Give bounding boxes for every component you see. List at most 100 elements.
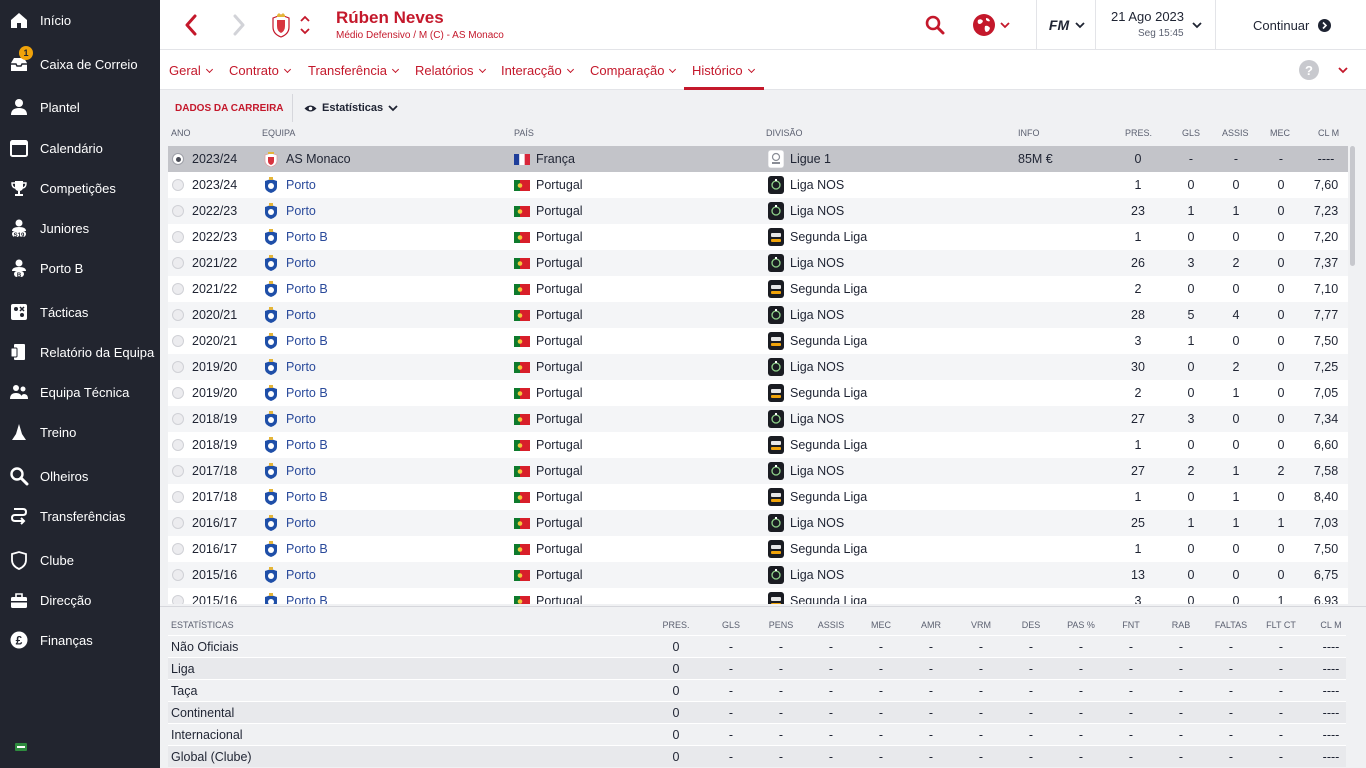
row-radio[interactable] xyxy=(172,387,184,399)
sidebar-item-11[interactable]: Treino xyxy=(0,416,160,448)
row-division[interactable]: Segunda Liga xyxy=(790,594,868,604)
row-division[interactable]: Liga NOS xyxy=(790,178,845,192)
stats-column-header[interactable]: PENS xyxy=(768,620,794,630)
row-team-link[interactable]: Porto xyxy=(286,568,316,582)
row-team-link[interactable]: Porto B xyxy=(286,438,328,452)
row-division[interactable]: Liga NOS xyxy=(790,568,845,582)
row-radio[interactable] xyxy=(172,231,184,243)
back-button[interactable] xyxy=(178,12,204,38)
row-division[interactable]: Segunda Liga xyxy=(790,334,868,348)
stats-column-header[interactable]: FNT xyxy=(1122,620,1140,630)
row-team-link[interactable]: Porto B xyxy=(286,542,328,556)
column-header-division[interactable]: DIVISÃO xyxy=(766,128,803,138)
column-header-goals[interactable]: GLS xyxy=(1182,128,1201,138)
sidebar-item-13[interactable]: Transferências xyxy=(0,500,160,532)
row-division[interactable]: Liga NOS xyxy=(790,308,845,322)
row-radio[interactable] xyxy=(172,153,184,165)
row-radio[interactable] xyxy=(172,465,184,477)
row-radio[interactable] xyxy=(172,361,184,373)
table-row[interactable]: 2020/21 Porto Portugal Liga NOS 28 5 4 0 7,77 xyxy=(168,302,1348,328)
row-team-link[interactable]: Porto xyxy=(286,178,316,192)
row-team-link[interactable]: Porto B xyxy=(286,490,328,504)
row-team-link[interactable]: Porto B xyxy=(286,282,328,296)
column-header-country[interactable]: PAÍS xyxy=(514,128,534,138)
row-team-link[interactable]: Porto xyxy=(286,308,316,322)
stats-column-header[interactable]: ASSIS xyxy=(817,620,845,630)
row-team-link[interactable]: Porto xyxy=(286,464,316,478)
game-date[interactable]: 21 Ago 2023 xyxy=(1111,9,1185,24)
row-radio[interactable] xyxy=(172,309,184,321)
row-radio[interactable] xyxy=(172,491,184,503)
column-header-info[interactable]: INFO xyxy=(1018,128,1040,138)
sidebar-item-3[interactable]: Plantel xyxy=(0,91,160,123)
row-country[interactable]: Portugal xyxy=(536,204,583,218)
row-country[interactable]: Portugal xyxy=(536,516,583,530)
row-radio[interactable] xyxy=(172,179,184,191)
sidebar-item-1[interactable]: Início xyxy=(0,4,160,36)
sidebar-item-6[interactable]: Juniores S19 xyxy=(0,212,160,244)
table-row[interactable]: 2016/17 Porto B Portugal Segunda Liga 1 0 0 0 7,… xyxy=(168,536,1348,562)
row-radio[interactable] xyxy=(172,205,184,217)
row-radio[interactable] xyxy=(172,257,184,269)
continue-arrow-icon[interactable] xyxy=(1317,18,1331,32)
player-switcher[interactable] xyxy=(297,12,313,38)
column-header-apps[interactable]: PRES. xyxy=(1125,128,1153,138)
row-division[interactable]: Liga NOS xyxy=(790,204,845,218)
tab-5[interactable]: Interacção xyxy=(501,63,573,78)
stats-column-header[interactable]: MEC xyxy=(871,620,891,630)
table-row[interactable]: 2020/21 Porto B Portugal Segunda Liga 3 1 0 0 7,… xyxy=(168,328,1348,354)
table-row[interactable]: 2018/19 Porto Portugal Liga NOS 27 3 0 0 7,34 xyxy=(168,406,1348,432)
row-country[interactable]: Portugal xyxy=(536,334,583,348)
row-team-link[interactable]: Porto B xyxy=(286,386,328,400)
row-radio[interactable] xyxy=(172,517,184,529)
stats-column-header[interactable]: RAB xyxy=(1171,620,1191,630)
table-row[interactable]: 2015/16 Porto B Portugal Segunda Liga 3 0 0 1 6,… xyxy=(168,588,1348,604)
row-team-link[interactable]: Porto xyxy=(286,360,316,374)
row-team-link[interactable]: Porto B xyxy=(286,230,328,244)
table-row[interactable]: 2019/20 Porto B Portugal Segunda Liga 2 0 1 0 7,… xyxy=(168,380,1348,406)
tab-6[interactable]: Comparação xyxy=(590,63,675,78)
table-row[interactable]: 2015/16 Porto Portugal Liga NOS 13 0 0 0 6,75 xyxy=(168,562,1348,588)
help-button[interactable]: ? xyxy=(1299,60,1319,80)
continue-button[interactable]: Continuar xyxy=(1253,18,1310,33)
row-radio[interactable] xyxy=(172,569,184,581)
row-country[interactable]: Portugal xyxy=(536,178,583,192)
stats-column-header[interactable]: CL M xyxy=(1320,620,1342,630)
row-radio[interactable] xyxy=(172,543,184,555)
sidebar-item-16[interactable]: £ Finanças xyxy=(0,624,160,656)
sidebar-item-8[interactable]: Tácticas xyxy=(0,296,160,328)
stats-column-header[interactable]: GLS xyxy=(721,620,740,630)
table-row[interactable]: 2023/24 AS Monaco França Ligue 1 85M €0- - - --… xyxy=(168,146,1348,172)
row-radio[interactable] xyxy=(172,283,184,295)
row-division[interactable]: Segunda Liga xyxy=(790,542,868,556)
row-division[interactable]: Liga NOS xyxy=(790,412,845,426)
sidebar-item-14[interactable]: Clube xyxy=(0,544,160,576)
player-subtitle[interactable]: Médio Defensivo / M (C) - AS Monaco xyxy=(336,30,504,41)
row-division[interactable]: Segunda Liga xyxy=(790,282,868,296)
forward-button[interactable] xyxy=(226,12,252,38)
row-country[interactable]: Portugal xyxy=(536,282,583,296)
stats-column-header[interactable]: FLT CT xyxy=(1266,620,1296,630)
table-row[interactable]: 2023/24 Porto Portugal Liga NOS 1 0 0 0 7,60 xyxy=(168,172,1348,198)
column-header-team[interactable]: EQUIPA xyxy=(262,128,296,138)
row-division[interactable]: Liga NOS xyxy=(790,516,845,530)
menu-overflow-button[interactable] xyxy=(1336,64,1350,76)
row-team-link[interactable]: Porto B xyxy=(286,594,328,604)
row-country[interactable]: Portugal xyxy=(536,438,583,452)
tab-4[interactable]: Relatórios xyxy=(415,63,485,78)
career-data-tab[interactable]: DADOS DA CARREIRA xyxy=(175,103,284,114)
row-team-link[interactable]: Porto xyxy=(286,204,316,218)
tab-7[interactable]: Histórico xyxy=(692,63,754,78)
row-country[interactable]: Portugal xyxy=(536,412,583,426)
row-radio[interactable] xyxy=(172,595,184,604)
stats-column-header[interactable]: PAS % xyxy=(1067,620,1095,630)
column-header-motm[interactable]: MEC xyxy=(1270,128,1290,138)
row-division[interactable]: Segunda Liga xyxy=(790,490,868,504)
stats-column-header[interactable]: AMR xyxy=(921,620,941,630)
world-menu-button[interactable] xyxy=(968,12,1014,38)
row-radio[interactable] xyxy=(172,413,184,425)
sidebar-item-9[interactable]: Relatório da Equipa xyxy=(0,336,160,368)
table-row[interactable]: 2022/23 Porto B Portugal Segunda Liga 1 0 0 0 7,… xyxy=(168,224,1348,250)
view-selector[interactable]: Estatísticas xyxy=(304,102,398,114)
sidebar-item-10[interactable]: Equipa Técnica xyxy=(0,376,160,408)
